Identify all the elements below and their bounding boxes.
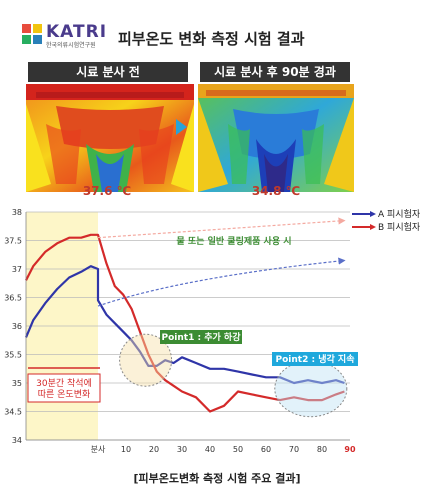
wear-box xyxy=(27,373,101,403)
legend-arrow-icon xyxy=(370,224,376,230)
after-temperature: 34.8 ℃ xyxy=(251,184,301,198)
x-tick-label: 90 xyxy=(344,445,356,454)
page-title: 피부온도 변화 측정 시험 결과 xyxy=(118,30,305,48)
y-tick-label: 35.5 xyxy=(4,351,22,360)
x-tick-label: 분사 xyxy=(91,445,106,454)
x-tick-label: 80 xyxy=(317,445,327,454)
point2-circle xyxy=(274,360,348,418)
y-tick-label: 35 xyxy=(12,379,22,388)
x-tick-label: 30 xyxy=(177,445,187,454)
y-tick-label: 37.5 xyxy=(4,237,22,246)
point1-label: Point1 : 추가 하강 xyxy=(162,331,242,343)
point1-circle xyxy=(119,333,173,387)
legend-arrow-icon xyxy=(370,211,376,217)
y-tick-label: 37 xyxy=(12,265,22,274)
header: KATRI 한국의류시험연구원 피부온도 변화 측정 시험 결과 xyxy=(0,0,434,58)
legend-label: A 피시험자 xyxy=(378,209,421,220)
before-label: 시료 분사 전 xyxy=(28,62,188,82)
y-tick-label: 36 xyxy=(12,322,22,331)
wear-box-line: 30분간 착석에 xyxy=(36,378,92,389)
series-line-b xyxy=(25,233,345,413)
katri-logo-icon xyxy=(22,24,42,44)
thermal-image-after xyxy=(198,84,354,192)
wear-box-line: 따른 온도변화 xyxy=(38,389,91,400)
x-tick-label: 40 xyxy=(205,445,215,454)
logo-text: KATRI xyxy=(46,22,108,42)
point2-label: Point2 : 냉각 지속 xyxy=(276,353,355,365)
series-line-a xyxy=(24,265,345,385)
cooling-note: 물 또는 일반 쿨링제품 사용 시 xyxy=(176,235,291,247)
legend-label: B 피시험자 xyxy=(378,222,421,233)
y-tick-label: 36.5 xyxy=(4,294,22,303)
skin-temperature-chart: Point1 : 추가 하강 Point2 : 냉각 지속 물 또는 일반 쿨링제품… xyxy=(4,208,421,454)
logo-subtitle: 한국의류시험연구원 xyxy=(46,42,96,49)
y-tick-label: 34 xyxy=(12,436,22,445)
after-label: 시료 분사 후 90분 경과 xyxy=(200,62,350,82)
point1-label-box xyxy=(160,330,242,344)
x-tick-label: 10 xyxy=(121,445,131,454)
x-tick-label: 50 xyxy=(233,445,243,454)
trend-arrow-a xyxy=(97,257,346,307)
x-tick-label: 70 xyxy=(289,445,299,454)
chart-caption: [피부온도변화 측정 시험 주요 결과] xyxy=(133,472,301,485)
x-tick-label: 20 xyxy=(149,445,159,454)
arrow-right-icon xyxy=(176,119,187,135)
point2-label-box xyxy=(272,352,358,366)
trend-arrow-b xyxy=(97,217,346,239)
x-tick-label: 60 xyxy=(261,445,271,454)
before-temperature: 37.6 ℃ xyxy=(82,184,132,198)
y-tick-label: 34.5 xyxy=(4,408,22,417)
y-tick-label: 38 xyxy=(12,208,22,217)
thermal-image-before xyxy=(26,84,194,192)
